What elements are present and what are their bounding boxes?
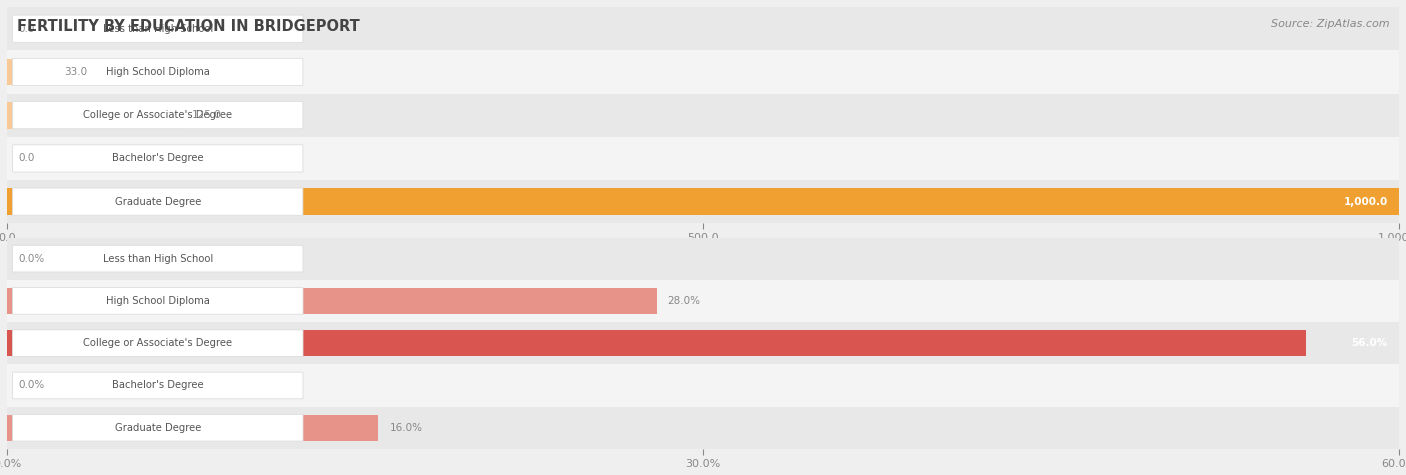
- Text: 0.0%: 0.0%: [18, 380, 45, 390]
- FancyBboxPatch shape: [13, 245, 304, 272]
- Text: 16.0%: 16.0%: [389, 423, 422, 433]
- Bar: [7, 288, 657, 314]
- Text: Source: ZipAtlas.com: Source: ZipAtlas.com: [1271, 19, 1389, 29]
- FancyBboxPatch shape: [13, 287, 304, 314]
- Bar: [7, 330, 1306, 356]
- Bar: [7, 94, 1399, 137]
- FancyBboxPatch shape: [13, 58, 302, 86]
- Bar: [7, 364, 1399, 407]
- Text: 33.0: 33.0: [65, 67, 87, 77]
- Text: Bachelor's Degree: Bachelor's Degree: [112, 380, 204, 390]
- Bar: [7, 280, 1399, 322]
- Text: 125.0: 125.0: [193, 110, 222, 120]
- Text: Graduate Degree: Graduate Degree: [114, 423, 201, 433]
- Text: Less than High School: Less than High School: [103, 24, 212, 34]
- Text: 0.0: 0.0: [18, 24, 35, 34]
- Bar: [7, 238, 1399, 280]
- FancyBboxPatch shape: [13, 188, 302, 215]
- Bar: [7, 407, 1399, 449]
- FancyBboxPatch shape: [13, 372, 304, 399]
- Bar: [7, 137, 1399, 180]
- Text: FERTILITY BY EDUCATION IN BRIDGEPORT: FERTILITY BY EDUCATION IN BRIDGEPORT: [17, 19, 360, 34]
- Bar: [7, 50, 1399, 94]
- Text: Less than High School: Less than High School: [103, 254, 212, 264]
- Text: 0.0: 0.0: [18, 153, 35, 163]
- Bar: [7, 415, 378, 441]
- FancyBboxPatch shape: [13, 414, 304, 441]
- Text: High School Diploma: High School Diploma: [105, 296, 209, 306]
- Bar: [7, 322, 1399, 364]
- Text: 56.0%: 56.0%: [1351, 338, 1388, 348]
- Bar: [7, 58, 53, 86]
- Bar: [7, 180, 1399, 223]
- Text: College or Associate's Degree: College or Associate's Degree: [83, 110, 232, 120]
- Bar: [7, 102, 181, 129]
- Text: Bachelor's Degree: Bachelor's Degree: [112, 153, 204, 163]
- FancyBboxPatch shape: [13, 102, 302, 129]
- Text: 0.0%: 0.0%: [18, 254, 45, 264]
- Text: 1,000.0: 1,000.0: [1344, 197, 1388, 207]
- Text: College or Associate's Degree: College or Associate's Degree: [83, 338, 232, 348]
- Bar: [7, 188, 1399, 215]
- Text: High School Diploma: High School Diploma: [105, 67, 209, 77]
- FancyBboxPatch shape: [13, 145, 302, 172]
- Text: 28.0%: 28.0%: [668, 296, 700, 306]
- FancyBboxPatch shape: [13, 330, 304, 357]
- FancyBboxPatch shape: [13, 15, 302, 42]
- Text: Graduate Degree: Graduate Degree: [114, 197, 201, 207]
- Bar: [7, 7, 1399, 50]
